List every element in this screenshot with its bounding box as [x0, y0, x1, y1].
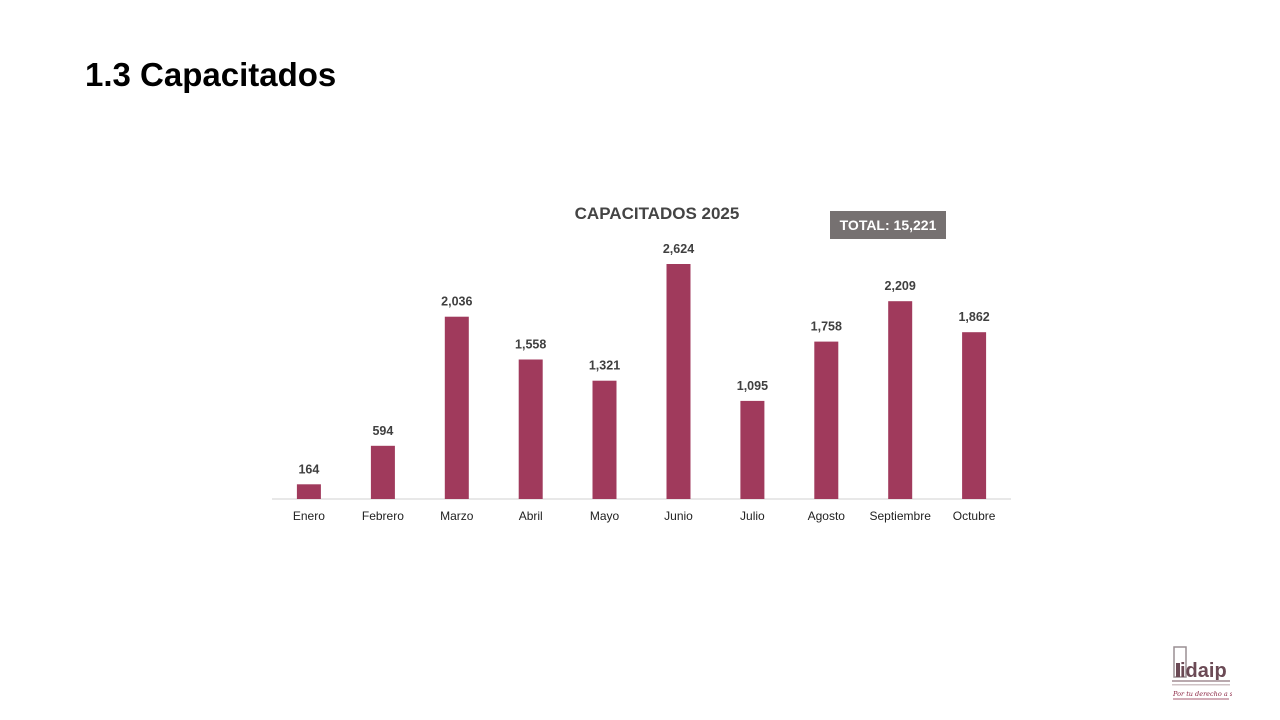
data-label-marzo: 2,036 [441, 295, 472, 309]
tick-label-octubre: Octubre [953, 509, 996, 523]
tick-label-agosto: Agosto [808, 509, 846, 523]
logo-word: idaip [1180, 660, 1227, 682]
chart-title: CAPACITADOS 2025 [575, 204, 740, 223]
bar-julio [740, 400, 765, 499]
tick-label-enero: Enero [293, 509, 325, 523]
logo-bar-shape [1176, 663, 1180, 677]
page-title: 1.3 Capacitados [85, 56, 337, 93]
bar-junio [666, 264, 691, 499]
data-label-mayo: 1,321 [589, 359, 620, 373]
bar-abril [518, 359, 543, 499]
data-label-septiembre: 2,209 [885, 279, 916, 293]
tick-label-marzo: Marzo [440, 509, 474, 523]
total-badge-bg [830, 211, 946, 239]
data-label-febrero: 594 [372, 424, 393, 438]
bar-septiembre [888, 301, 913, 499]
tick-label-abril: Abril [519, 509, 543, 523]
bar-febrero [370, 445, 395, 499]
tick-label-febrero: Febrero [362, 509, 404, 523]
logo-divider-2 [1172, 684, 1230, 686]
total-badge-label: TOTAL: 15,221 [840, 217, 937, 233]
logo-slogan: Por tu derecho a saber [1172, 690, 1232, 698]
data-label-enero: 164 [298, 462, 319, 476]
total-badge: TOTAL: 15,221 [830, 211, 946, 239]
bars-group [296, 264, 987, 499]
tick-label-junio: Junio [664, 509, 693, 523]
data-label-julio: 1,095 [737, 379, 768, 393]
bar-agosto [814, 341, 839, 499]
idaip-logo-icon: idaip Por tu derecho a saber [1172, 646, 1232, 700]
bar-enero [296, 484, 321, 499]
tick-label-julio: Julio [740, 509, 765, 523]
data-label-agosto: 1,758 [811, 320, 842, 334]
bar-octubre [962, 332, 987, 499]
bar-marzo [444, 316, 469, 499]
data-label-junio: 2,624 [663, 242, 694, 256]
data-labels-group: 164 594 2,036 1,558 1,321 2,624 1,095 1,758 2,20… [298, 242, 989, 476]
tick-label-septiembre: Septiembre [870, 509, 932, 523]
tick-labels-group: Enero Febrero Marzo Abril Mayo Junio Julio Agos… [293, 509, 996, 523]
tick-label-mayo: Mayo [590, 509, 620, 523]
logo-divider [1172, 680, 1230, 682]
bar-mayo [592, 380, 617, 499]
data-label-octubre: 1,862 [958, 310, 989, 324]
data-label-abril: 1,558 [515, 338, 546, 352]
